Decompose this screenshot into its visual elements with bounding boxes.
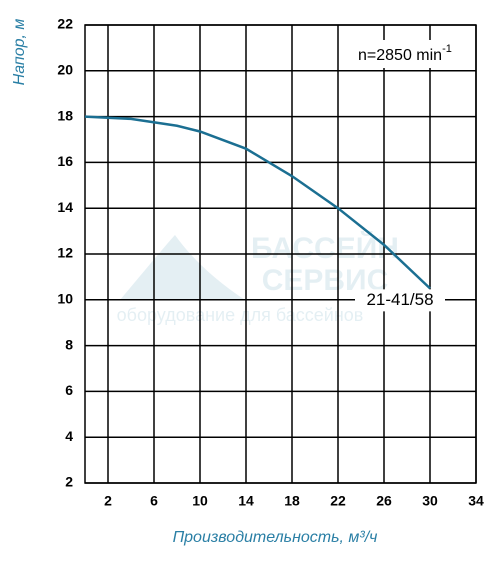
annotation-text: n=2850 min (358, 47, 442, 64)
curve (84, 115, 431, 290)
annotation-bg (352, 40, 472, 68)
y-tick-label: 4 (65, 428, 73, 444)
y-tick-label: 18 (57, 107, 73, 123)
watermark-text: БАССЕЙН (251, 231, 399, 265)
x-tick-label: 22 (330, 493, 346, 509)
annotation: n=2850 min-1 (358, 43, 452, 64)
x-axis-title: Производительность, м³/ч (173, 529, 378, 546)
x-tick-label: 34 (468, 493, 484, 509)
x-tick-label: 26 (376, 493, 392, 509)
y-tick-label: 2 (65, 474, 73, 490)
y-tick-label: 14 (57, 199, 73, 215)
series-label: 21-41/58 (366, 290, 433, 309)
label-bg (355, 289, 445, 312)
y-tick-label: 16 (57, 153, 73, 169)
y-axis-title: Напор, м (11, 19, 28, 86)
x-tick-label: 2 (104, 493, 112, 509)
x-tick-label: 30 (422, 493, 438, 509)
y-tick-label: 6 (65, 382, 73, 398)
annotation-sup: -1 (442, 43, 452, 55)
y-tick-label: 8 (65, 336, 73, 352)
watermark-text: оборудование для бассейнов (117, 305, 364, 325)
x-tick-label: 18 (284, 493, 300, 509)
x-tick-label: 6 (150, 493, 158, 509)
x-tick-label: 14 (238, 493, 254, 509)
y-tick-label: 10 (57, 291, 73, 307)
x-tick-label: 10 (192, 493, 208, 509)
y-tick-label: 20 (57, 62, 73, 78)
y-tick-label: 22 (57, 16, 73, 32)
watermark-logo (120, 235, 245, 300)
y-tick-label: 12 (57, 245, 73, 261)
